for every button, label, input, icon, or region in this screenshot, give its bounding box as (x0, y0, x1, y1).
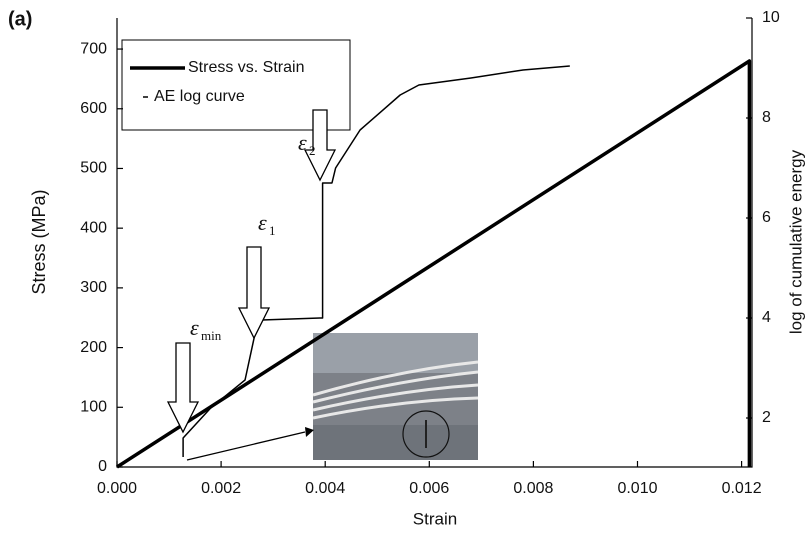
y-tick-label: 700 (80, 40, 107, 57)
legend-label: AE log curve (154, 88, 245, 105)
axis-frame (116, 18, 753, 468)
inset-photo (312, 333, 479, 460)
panel-label: (a) (8, 8, 32, 30)
legend: Stress vs. Strain AE log curve (121, 39, 351, 131)
y2-tick-label: 4 (762, 309, 771, 326)
y-tick-label: 200 (80, 339, 107, 356)
x-tick-label: 0.006 (409, 480, 449, 497)
inset-pointer-head (305, 427, 314, 437)
x-tick-label: 0.000 (97, 480, 137, 497)
annotation-subscript: 1 (269, 223, 276, 238)
x-axis-title: Strain (413, 509, 457, 528)
annotation-arrow (166, 342, 200, 434)
annotation-symbol: ε (298, 130, 307, 155)
x-tick-label: 0.004 (305, 480, 345, 497)
y2-tick-label: 8 (762, 109, 771, 126)
y-tick-label: 600 (80, 100, 107, 117)
y-tick-label: 500 (80, 160, 107, 177)
y-tick-label: 100 (80, 399, 107, 416)
legend-label: Stress vs. Strain (188, 59, 304, 76)
y-tick-label: 300 (80, 279, 107, 296)
x-tick-label: 0.002 (201, 480, 241, 497)
x-tick-label: 0.008 (513, 480, 553, 497)
y2-tick-label: 6 (762, 209, 771, 226)
x-tick-label: 0.010 (617, 480, 657, 497)
y-axis-title: Stress (MPa) (29, 189, 49, 294)
y-tick-label: 400 (80, 219, 107, 236)
y-tick-label: 0 (98, 458, 107, 475)
annotation-arrow (237, 246, 271, 340)
series-line (182, 65, 570, 457)
series-line (116, 59, 752, 469)
annotation-symbol: ε (258, 210, 267, 235)
y2-tick-label: 10 (762, 9, 780, 26)
annotation-subscript: min (201, 328, 222, 343)
y2-tick-label: 2 (762, 409, 771, 426)
annotation-symbol: ε (190, 315, 199, 340)
x-tick-label: 0.012 (722, 480, 762, 497)
annotation-subscript: 2 (309, 143, 316, 158)
inset-pointer (186, 431, 306, 461)
annotation-arrow (303, 109, 337, 182)
y2-axis-title: log of cumulative energy (786, 149, 805, 334)
